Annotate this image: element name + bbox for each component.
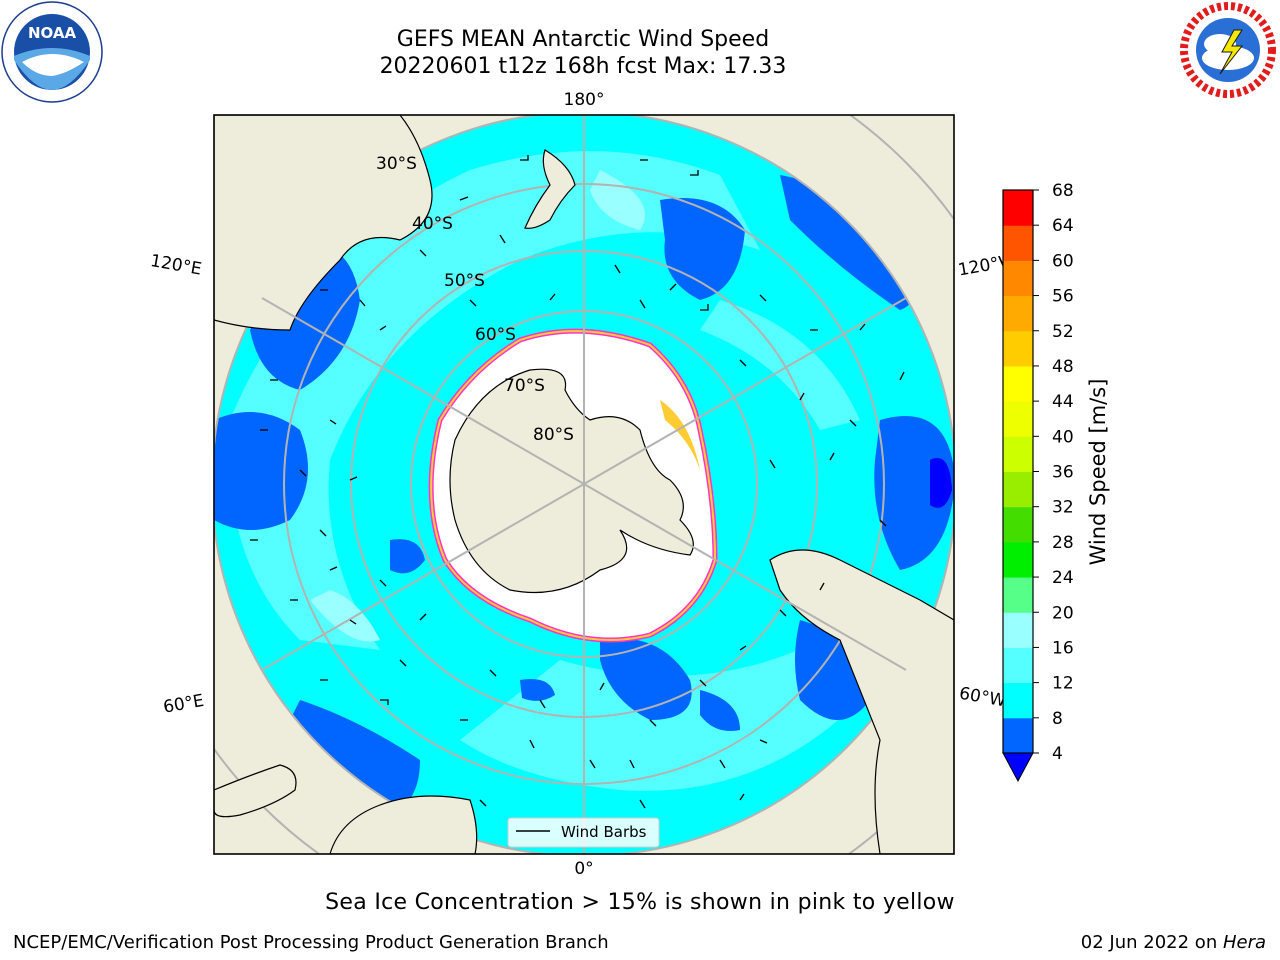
colorbar-segment — [1003, 577, 1033, 613]
colorbar-tick-label: 8 — [1052, 709, 1063, 729]
colorbar-tick-label: 36 — [1052, 463, 1074, 483]
colorbar-tick-label: 44 — [1052, 392, 1074, 412]
footer-date: 02 Jun 2022 on Hera — [1081, 932, 1266, 953]
colorbar-tick-label: 52 — [1052, 322, 1074, 342]
colorbar-segment — [1003, 365, 1033, 402]
landmass-new-zealand — [524, 149, 576, 229]
lat-label-40s: 40°S — [412, 214, 453, 234]
lat-label-80s: 80°S — [533, 425, 574, 445]
colorbar-segment — [1003, 401, 1033, 437]
map-frame — [213, 114, 955, 855]
colorbar-tick-label: 20 — [1052, 603, 1074, 623]
colorbar-segment — [1003, 682, 1033, 719]
colorbar-extend-arrow — [1002, 752, 1034, 783]
lat-label-70s: 70°S — [504, 376, 545, 396]
noaa-logo: NOAA — [1, 1, 103, 103]
landmass-australia — [214, 115, 433, 331]
lon-label-60w: 60°W — [958, 684, 1008, 712]
colorbar-tick-label: 4 — [1052, 744, 1063, 764]
lat-label-50s: 50°S — [444, 271, 485, 291]
footer-date-text: 02 Jun 2022 on — [1080, 932, 1223, 953]
colorbar-segment — [1003, 612, 1033, 648]
landmass-south-america — [769, 549, 954, 854]
colorbar-segment — [1003, 717, 1033, 754]
noaa-logo-text: NOAA — [28, 24, 77, 42]
lat-label-60s: 60°S — [475, 325, 516, 345]
sea-ice-caption: Sea Ice Concentration > 15% is shown in … — [325, 890, 955, 915]
chart-subtitle: 20220601 t12z 168h fcst Max: 17.33 — [379, 54, 787, 79]
lon-label-0: 0° — [574, 859, 593, 879]
colorbar-segment — [1003, 471, 1033, 508]
chart-title: GEFS MEAN Antarctic Wind Speed — [396, 27, 770, 52]
colorbar-segment — [1003, 190, 1033, 226]
colorbar-segment — [1003, 647, 1033, 684]
footer-credit: NCEP/EMC/Verification Post Processing Pr… — [13, 932, 609, 953]
colorbar-tick-label: 56 — [1052, 287, 1074, 307]
nws-logo — [1180, 2, 1276, 98]
footer-host: Hera — [1222, 932, 1266, 953]
legend-label: Wind Barbs — [561, 823, 647, 841]
colorbar-tick-label: 32 — [1052, 498, 1074, 518]
lon-label-120e: 120°E — [149, 251, 203, 280]
colorbar-tick-label: 24 — [1052, 568, 1074, 588]
colorbar-tick-label: 16 — [1052, 638, 1074, 658]
lon-label-60e: 60°E — [162, 691, 206, 718]
colorbar-segment — [1003, 225, 1033, 261]
colorbar-tick-label: 68 — [1052, 181, 1074, 201]
colorbar-segment — [1003, 436, 1033, 472]
colorbar-tick-label: 60 — [1052, 251, 1074, 271]
colorbar-tick-label: 64 — [1052, 216, 1074, 236]
colorbar-segment — [1003, 295, 1033, 332]
lat-label-30s: 30°S — [376, 154, 417, 174]
sea-ice-edge-patch — [660, 400, 700, 470]
colorbar-segment — [1003, 506, 1033, 543]
colorbar-segment — [1003, 260, 1033, 297]
colorbar-tick-label: 28 — [1052, 533, 1074, 553]
lon-label-180: 180° — [564, 90, 605, 110]
landmass-madagascar — [214, 764, 297, 818]
landmass-africa — [329, 795, 478, 854]
wind-barbs — [250, 155, 905, 809]
wind-barbs-legend: Wind Barbs — [507, 817, 660, 848]
antarctica-landmass — [449, 368, 694, 594]
colorbar-tick-label: 12 — [1052, 674, 1074, 694]
colorbar-segment — [1003, 330, 1033, 367]
colorbar-tick-label: 40 — [1052, 427, 1074, 447]
colorbar-tick-label: 48 — [1052, 357, 1074, 377]
colorbar-segment — [1003, 541, 1033, 578]
meridian-lines — [261, 115, 907, 854]
colorbar-label: Wind Speed [m/s] — [1086, 379, 1110, 566]
